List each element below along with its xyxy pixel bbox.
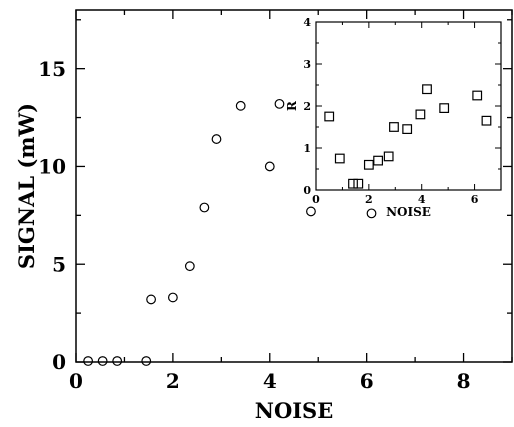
data-point: [112, 356, 123, 366]
data-point: [264, 161, 275, 172]
y-axis-title: SIGNAL (mW): [14, 103, 39, 269]
data-point: [211, 134, 222, 144]
data-point: [348, 178, 358, 189]
x-tick-label: 8: [457, 369, 471, 393]
data-point: [402, 124, 413, 135]
data-point: [199, 202, 210, 213]
data-point: [146, 294, 156, 305]
y-axis-title: R: [285, 100, 299, 111]
x-axis-title: NOISE: [255, 398, 333, 423]
data-point: [472, 90, 483, 101]
data-point: [235, 100, 246, 111]
data-point: [141, 356, 152, 366]
data-point: [383, 151, 394, 162]
y-tick-label: 15: [38, 57, 66, 81]
x-tick-label: 0: [312, 193, 320, 206]
y-tick-label: 0: [52, 350, 66, 374]
y-tick-label: 2: [303, 100, 311, 113]
data-point: [422, 84, 432, 95]
data-point: [334, 153, 345, 164]
data-point: [363, 159, 374, 170]
data-point: [324, 111, 335, 122]
x-tick-label: 2: [166, 369, 180, 393]
x-tick-label: 0: [69, 369, 83, 393]
data-point: [83, 356, 94, 366]
y-tick-label: 0: [303, 184, 311, 197]
data-point: [167, 292, 178, 303]
x-tick-label: 6: [360, 369, 374, 393]
data-point: [306, 206, 316, 217]
y-tick-label: 3: [303, 58, 311, 71]
data-point: [366, 208, 377, 219]
data-point: [97, 356, 108, 366]
x-tick-label: 2: [365, 193, 373, 206]
data-point: [481, 115, 492, 126]
data-point: [389, 122, 399, 132]
x-tick-label: 4: [418, 193, 426, 206]
data-point: [274, 98, 285, 109]
data-point: [353, 178, 364, 189]
x-tick-label: 6: [471, 193, 479, 206]
x-tick-label: 4: [263, 369, 277, 393]
y-tick-label: 5: [52, 252, 66, 276]
x-axis-title: NOISE: [386, 205, 431, 219]
y-tick-label: 10: [38, 155, 66, 179]
data-point: [439, 103, 450, 114]
plot-frame: [315, 21, 502, 191]
data-point: [415, 109, 426, 120]
data-point: [184, 261, 195, 272]
data-point: [373, 155, 384, 166]
y-tick-label: 4: [303, 16, 311, 29]
y-tick-label: 1: [303, 142, 311, 155]
